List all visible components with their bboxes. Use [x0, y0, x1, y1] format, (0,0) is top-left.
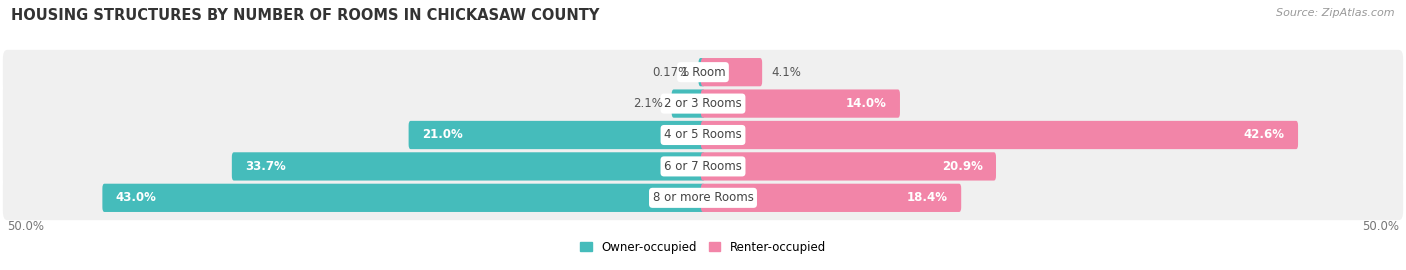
Text: 43.0%: 43.0%: [115, 191, 156, 204]
FancyBboxPatch shape: [3, 176, 1403, 220]
FancyBboxPatch shape: [672, 89, 704, 118]
Text: 1 Room: 1 Room: [681, 66, 725, 79]
Text: 18.4%: 18.4%: [907, 191, 948, 204]
Text: 4.1%: 4.1%: [772, 66, 801, 79]
FancyBboxPatch shape: [103, 184, 704, 212]
FancyBboxPatch shape: [3, 144, 1403, 189]
Text: 20.9%: 20.9%: [942, 160, 983, 173]
Text: 0.17%: 0.17%: [652, 66, 689, 79]
FancyBboxPatch shape: [702, 184, 962, 212]
Text: 2.1%: 2.1%: [633, 97, 662, 110]
FancyBboxPatch shape: [232, 152, 704, 181]
Text: 50.0%: 50.0%: [1362, 221, 1399, 234]
FancyBboxPatch shape: [702, 58, 762, 86]
Text: 14.0%: 14.0%: [846, 97, 887, 110]
Text: 33.7%: 33.7%: [245, 160, 285, 173]
Text: 50.0%: 50.0%: [7, 221, 44, 234]
Text: 2 or 3 Rooms: 2 or 3 Rooms: [664, 97, 742, 110]
Text: HOUSING STRUCTURES BY NUMBER OF ROOMS IN CHICKASAW COUNTY: HOUSING STRUCTURES BY NUMBER OF ROOMS IN…: [11, 8, 599, 23]
FancyBboxPatch shape: [702, 89, 900, 118]
FancyBboxPatch shape: [3, 50, 1403, 94]
FancyBboxPatch shape: [699, 58, 704, 86]
FancyBboxPatch shape: [3, 81, 1403, 126]
FancyBboxPatch shape: [409, 121, 704, 149]
Text: 21.0%: 21.0%: [422, 129, 463, 141]
Text: 4 or 5 Rooms: 4 or 5 Rooms: [664, 129, 742, 141]
Text: Source: ZipAtlas.com: Source: ZipAtlas.com: [1277, 8, 1395, 18]
Text: 6 or 7 Rooms: 6 or 7 Rooms: [664, 160, 742, 173]
Text: 42.6%: 42.6%: [1244, 129, 1285, 141]
FancyBboxPatch shape: [702, 121, 1298, 149]
FancyBboxPatch shape: [3, 113, 1403, 157]
Text: 8 or more Rooms: 8 or more Rooms: [652, 191, 754, 204]
Legend: Owner-occupied, Renter-occupied: Owner-occupied, Renter-occupied: [579, 241, 827, 254]
FancyBboxPatch shape: [702, 152, 995, 181]
